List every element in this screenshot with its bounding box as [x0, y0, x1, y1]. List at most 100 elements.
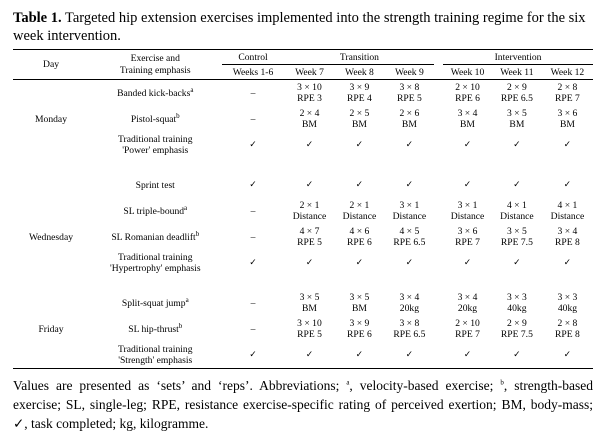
value-cell: 3 × 8 RPE 6.5 — [393, 318, 426, 340]
check-cell: ✓ — [405, 139, 414, 150]
check-cell: ✓ — [355, 257, 364, 268]
exercise-cell: Pistol-squatb — [130, 111, 180, 125]
value-cell: 3 × 8 RPE 5 — [396, 82, 422, 104]
header-day: Day — [13, 49, 90, 80]
check-cell: ✓ — [463, 139, 472, 150]
value-cell: 3 × 4 BM — [457, 108, 478, 130]
check-cell: ✓ — [563, 257, 572, 268]
check-cell: ✓ — [541, 342, 593, 369]
value-cell: 3 × 5 RPE 7.5 — [500, 226, 533, 248]
check-cell: ✓ — [249, 257, 257, 268]
day-cell — [13, 198, 89, 224]
day-cell — [13, 132, 89, 158]
day-cell — [13, 250, 89, 276]
value-cell: 4 × 7 RPE 5 — [297, 226, 322, 248]
value-cell: 3 × 9 RPE 6 — [347, 318, 372, 340]
value-cell: 2 × 6 BM — [399, 108, 420, 130]
check-cell: ✓ — [513, 257, 521, 268]
value-cell: 2 × 1 Distance — [292, 200, 327, 222]
check-cell: ✓ — [563, 139, 572, 150]
table-row: SL triple-bounda – 2 × 1 Distance 2 × 1 Dista… — [13, 198, 593, 224]
table-footnote: Values are presented as ‘sets’ and ‘reps… — [13, 378, 593, 431]
exercise-cell: SL triple-bounda — [123, 203, 188, 217]
value-cell: 4 × 1 Distance — [550, 200, 585, 222]
check-cell: ✓ — [284, 342, 335, 369]
value-cell: – — [250, 113, 256, 125]
check-cell: ✓ — [334, 342, 385, 369]
check-cell: ✓ — [249, 179, 257, 190]
header-week: Weeks 1-6 — [221, 64, 285, 80]
day-cell — [13, 290, 89, 316]
header-week: Week 9 — [384, 64, 435, 80]
header-transition: Transition — [284, 49, 435, 65]
check-cell: ✓ — [463, 179, 472, 190]
value-cell: 2 × 8 RPE 8 — [555, 318, 580, 340]
value-cell: 4 × 1 Distance — [500, 200, 534, 222]
table-row: Split-squat jumpa – 3 × 5 BM 3 × 5 BM 3 × 4 20k… — [13, 290, 593, 316]
day-cell: Monday — [35, 113, 67, 125]
check-cell: ✓ — [463, 257, 472, 268]
header-control: Control — [221, 49, 285, 65]
exercise-cell: Traditional training 'Strength' emphasis — [89, 342, 222, 369]
check-cell: ✓ — [405, 179, 414, 190]
check-cell: ✓ — [355, 179, 364, 190]
exercise-cell: SL Romanian deadliftb — [111, 229, 200, 243]
table-row: Traditional training 'Strength' emphasis ✓… — [13, 342, 593, 369]
value-cell: 3 × 1 Distance — [450, 200, 485, 222]
table-row: Friday SL hip-thrustb – 3 × 10 RPE 5 3 × 9 RPE… — [13, 316, 593, 342]
value-cell: 3 × 6 RPE 7 — [455, 226, 480, 248]
value-cell: 2 × 10 RPE 7 — [455, 318, 480, 340]
exercise-cell: Split-squat jumpa — [121, 295, 189, 309]
exercise-cell: SL hip-thrustb — [128, 321, 183, 335]
value-cell: 2 × 9 RPE 7.5 — [500, 318, 533, 340]
value-cell: 3 × 10 RPE 3 — [297, 82, 322, 104]
check-cell: ✓ — [491, 342, 542, 369]
value-cell: 4 × 6 RPE 6 — [347, 226, 372, 248]
check-cell: ✓ — [513, 179, 521, 190]
value-cell: 2 × 5 BM — [349, 108, 370, 130]
header-exercise: Exercise and Training emphasis — [89, 49, 222, 80]
value-cell: – — [250, 231, 256, 243]
table-row: Traditional training 'Power' emphasis ✓ ✓ ✓ ✓… — [13, 132, 593, 158]
day-cell — [13, 172, 89, 198]
table-label: Table 1. — [13, 10, 62, 26]
check-cell: ✓ — [305, 139, 314, 150]
exercise-cell: Sprint test — [135, 179, 175, 191]
value-cell: 2 × 1 Distance — [342, 200, 377, 222]
table-row: Banded kick-backsa – 3 × 10 RPE 3 3 × 9 RPE 4… — [13, 80, 593, 107]
value-cell: 2 × 4 BM — [299, 108, 320, 130]
day-cell: Wednesday — [29, 231, 73, 243]
value-cell: – — [250, 297, 256, 309]
check-cell: ✓ — [513, 139, 521, 150]
exercise-cell: Traditional training 'Hypertrophy' emphas… — [109, 252, 201, 274]
day-cell — [13, 342, 90, 369]
value-cell: 3 × 3 40kg — [557, 292, 578, 314]
value-cell: 3 × 5 BM — [349, 292, 370, 314]
value-cell: 2 × 9 RPE 6.5 — [500, 82, 533, 104]
day-cell — [13, 80, 89, 107]
value-cell: 3 × 6 BM — [557, 108, 578, 130]
table-row: Wednesday SL Romanian deadliftb – 4 × 7 RPE … — [13, 224, 593, 250]
check-cell: ✓ — [305, 179, 314, 190]
check-cell: ✓ — [443, 342, 492, 369]
value-cell: 3 × 4 20kg — [399, 292, 420, 314]
value-cell: 3 × 1 Distance — [392, 200, 427, 222]
caption-text: Targeted hip extension exercises impleme… — [13, 10, 586, 44]
check-cell: ✓ — [305, 257, 314, 268]
header-week: Week 7 — [284, 64, 335, 80]
check-cell: ✓ — [221, 342, 285, 369]
value-cell: 3 × 5 BM — [506, 108, 527, 130]
header-week: Week 10 — [443, 64, 492, 80]
header-week: Week 11 — [491, 64, 542, 80]
value-cell: 3 × 3 40kg — [506, 292, 527, 314]
value-cell: – — [250, 323, 256, 335]
header-intervention: Intervention — [443, 49, 593, 65]
check-cell: ✓ — [563, 179, 572, 190]
value-cell: – — [250, 205, 256, 217]
value-cell: 3 × 9 RPE 4 — [347, 82, 372, 104]
value-cell: 3 × 4 RPE 8 — [555, 226, 580, 248]
check-cell: ✓ — [355, 139, 364, 150]
header-week: Week 12 — [541, 64, 593, 80]
value-cell: 2 × 10 RPE 6 — [455, 82, 480, 104]
